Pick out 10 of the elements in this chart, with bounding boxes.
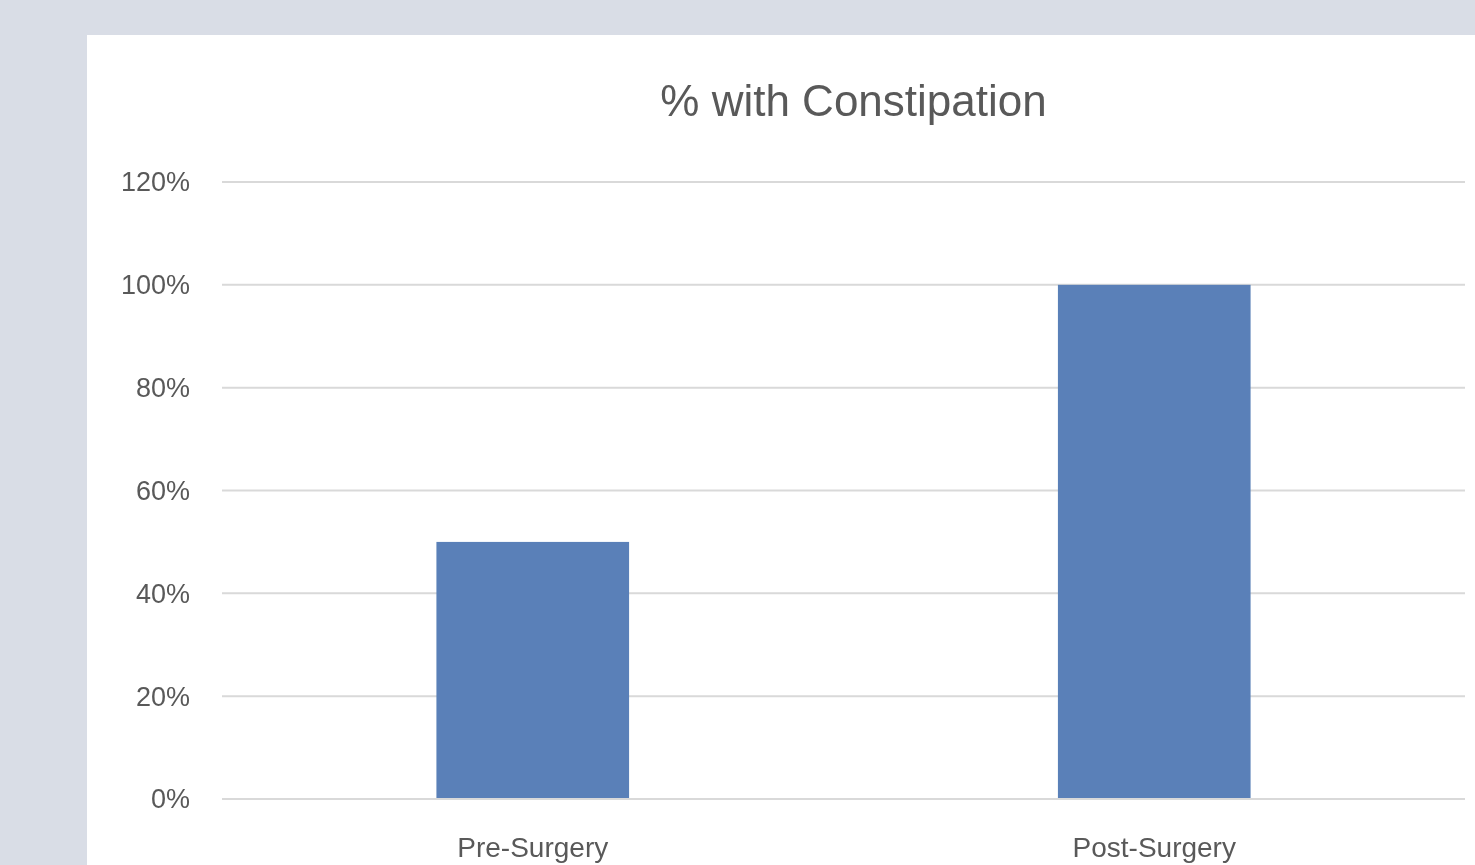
y-tick-label: 20% xyxy=(135,681,190,712)
y-tick-label: 60% xyxy=(135,475,190,506)
y-tick-label: 100% xyxy=(120,270,190,301)
y-tick-label: 120% xyxy=(120,167,190,198)
x-tick-label: Pre-Surgery xyxy=(457,831,609,863)
x-tick-label: Post-Surgery xyxy=(1072,831,1236,863)
y-tick-label: 40% xyxy=(135,578,190,609)
chart-title: % with Constipation xyxy=(660,76,1047,125)
y-tick-label: 0% xyxy=(150,784,190,815)
y-tick-label: 80% xyxy=(135,373,190,404)
